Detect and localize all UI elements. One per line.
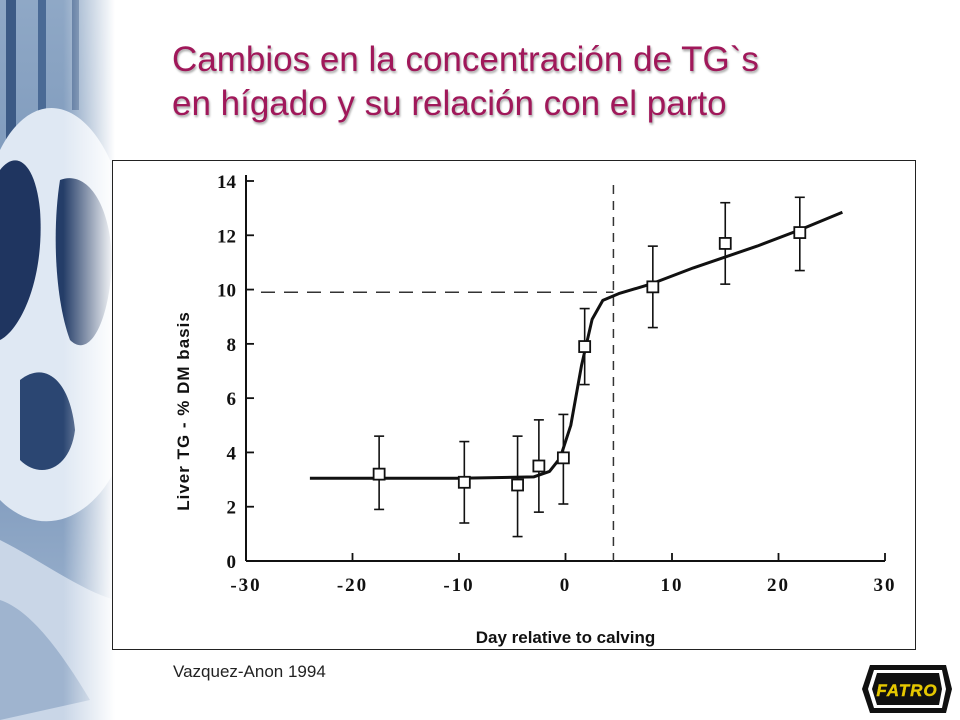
fit-curve: [309, 210, 843, 480]
title-line-2: en hígado y su relación con el parto: [172, 84, 727, 123]
data-point: [578, 340, 592, 353]
y-axis-label: Liver TG - % DM basis: [174, 311, 193, 511]
x-tick-label: 0: [560, 575, 572, 596]
data-point: [532, 459, 546, 473]
x-tick-label: 30: [874, 575, 897, 596]
y-tick-label: 0: [227, 552, 237, 573]
chart-frame: 0 2 4 6 8 10 12 14 -30 -20 -10 0 10 20 30 Day relative…: [112, 160, 916, 650]
data-point: [372, 467, 386, 481]
liver-tg-chart: 0 2 4 6 8 10 12 14 -30 -20 -10 0 10 20 30 Day relative…: [174, 172, 897, 647]
fit-curve-group: [309, 210, 843, 480]
y-tick-label: 2: [227, 498, 237, 519]
y-tick-label: 4: [227, 443, 237, 464]
cow-photo: [0, 0, 115, 720]
y-tick-label: 14: [217, 172, 237, 193]
data-point: [793, 226, 807, 239]
data-point: [718, 237, 732, 250]
data-point: [511, 478, 524, 492]
citation: Vazquez-Anon 1994: [173, 662, 326, 681]
slide-title: Cambios en la concentración de TG`s en h…: [172, 38, 932, 126]
axis-labels-group: Day relative to calving Liver TG - % DM b…: [174, 311, 655, 647]
x-tick-label: -30: [230, 575, 261, 596]
y-tick-label: 12: [217, 226, 236, 247]
x-axis-label: Day relative to calving: [476, 628, 656, 647]
x-tick-label: 20: [767, 575, 790, 596]
svg-text:FATRO: FATRO: [876, 681, 937, 700]
chart-axes: 0 2 4 6 8 10 12 14 -30 -20 -10 0 10 20 30: [217, 172, 897, 596]
x-tick-label: -10: [443, 575, 474, 596]
title-line-1: Cambios en la concentración de TG`s: [172, 40, 759, 79]
y-tick-label: 8: [227, 335, 237, 356]
y-tick-label: 6: [227, 389, 237, 410]
fatro-logo: FATRO: [860, 663, 952, 715]
data-points-group: [372, 196, 807, 538]
y-tick-label: 10: [217, 281, 236, 302]
data-point: [457, 475, 471, 489]
x-tick-label: -20: [337, 575, 368, 596]
data-point: [646, 280, 660, 294]
reference-lines: [261, 185, 615, 561]
data-point: [556, 451, 570, 465]
x-tick-label: 10: [661, 575, 684, 596]
